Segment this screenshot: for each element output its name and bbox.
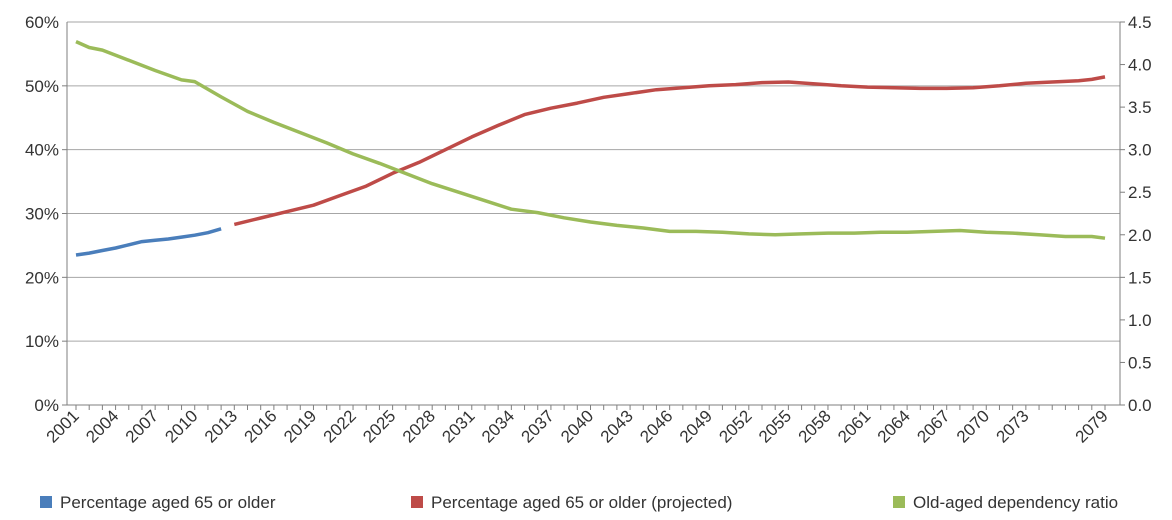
x-tick-label: 2046: [636, 406, 676, 446]
right-tick-label: 2.5: [1128, 183, 1152, 202]
x-tick-label: 2070: [953, 406, 993, 446]
series-lines: [75, 40, 1106, 257]
left-tick-label: 60%: [25, 13, 59, 32]
series-line: [233, 75, 1106, 227]
right-tick-label: 1.0: [1128, 311, 1152, 330]
x-tick-label: 2010: [161, 406, 201, 446]
legend-label: Percentage aged 65 or older (projected): [431, 493, 732, 512]
right-tick-label: 3.5: [1128, 98, 1152, 117]
x-tick-label: 2031: [438, 406, 478, 446]
x-tick-label: 2019: [280, 406, 320, 446]
x-tick-label: 2025: [359, 406, 399, 446]
left-axis-tick-labels: 0% 10% 20% 30% 40% 50% 60%: [25, 13, 59, 415]
left-tick-label: 0%: [34, 396, 59, 415]
x-axis-tick-labels: 2001 2004 2007 2010 2013 2016 2019 2022 2025 2028…: [43, 406, 1112, 446]
left-tick-label: 30%: [25, 205, 59, 224]
x-tick-label: 2016: [241, 406, 281, 446]
right-tick-label: 0.5: [1128, 353, 1152, 372]
series-line: [75, 40, 1106, 240]
x-tick-label: 2022: [320, 406, 360, 446]
right-axis-tick-labels: 0.0 0.5 1.0 1.5 2.0 2.5 3.0 3.5 4.0 4.5: [1128, 13, 1152, 415]
x-tick-label: 2004: [82, 406, 122, 446]
right-tick-label: 2.0: [1128, 226, 1152, 245]
left-tick-label: 10%: [25, 332, 59, 351]
x-tick-label: 2013: [201, 406, 241, 446]
left-tick-label: 40%: [25, 141, 59, 160]
legend-label: Old-aged dependency ratio: [913, 493, 1118, 512]
right-tick-label: 3.0: [1128, 141, 1152, 160]
x-tick-label: 2061: [834, 406, 874, 446]
legend-swatch: [40, 496, 52, 508]
right-tick-label: 4.0: [1128, 56, 1152, 75]
right-tick-label: 0.0: [1128, 396, 1152, 415]
x-tick-label: 2079: [1072, 406, 1112, 446]
x-tick-label: 2028: [399, 406, 439, 446]
x-tick-label: 2073: [992, 406, 1032, 446]
legend-swatch: [411, 496, 423, 508]
x-tick-label: 2043: [597, 406, 637, 446]
x-tick-label: 2055: [755, 406, 795, 446]
x-tick-label: 2064: [874, 406, 914, 446]
x-tick-label: 2058: [795, 406, 835, 446]
x-tick-label: 2007: [122, 406, 162, 446]
legend-label: Percentage aged 65 or older: [60, 493, 276, 512]
left-tick-label: 20%: [25, 268, 59, 287]
left-tick-label: 50%: [25, 77, 59, 96]
axes: [62, 21, 1125, 410]
legend: Percentage aged 65 or older Percentage ag…: [40, 493, 1118, 512]
right-tick-label: 1.5: [1128, 268, 1152, 287]
right-tick-label: 4.5: [1128, 13, 1152, 32]
gridlines: [67, 21, 1120, 342]
legend-swatch: [893, 496, 905, 508]
x-tick-label: 2052: [715, 406, 755, 446]
x-tick-label: 2040: [557, 406, 597, 446]
x-tick-label: 2049: [676, 406, 716, 446]
x-tick-label: 2067: [913, 406, 953, 446]
x-tick-label: 2034: [478, 406, 518, 446]
series-line: [75, 227, 222, 257]
x-tick-label: 2037: [518, 406, 558, 446]
